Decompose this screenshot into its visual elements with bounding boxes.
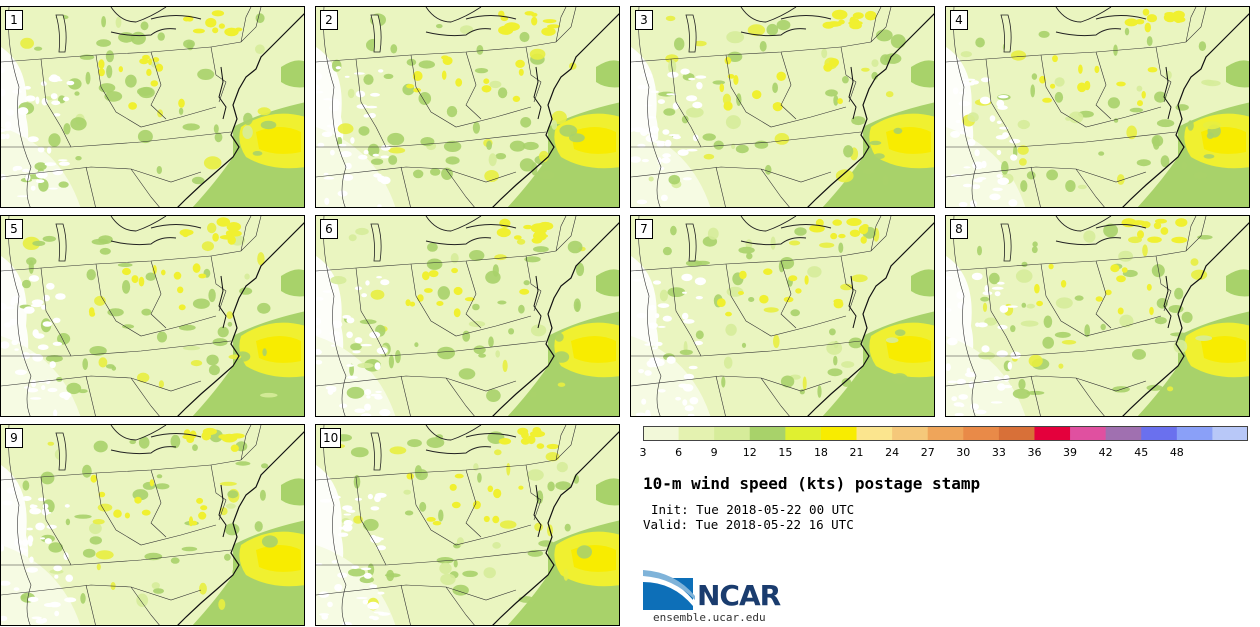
colorbar-bin: [785, 426, 822, 441]
colorbar-tick-label: 33: [991, 446, 1006, 459]
colorbar-bin: [1141, 426, 1178, 441]
wind-speed-colorbar: [643, 426, 1248, 441]
wind-field-map: [631, 7, 934, 207]
product-title: 10-m wind speed (kts) postage stamp: [643, 474, 981, 493]
member-number: 7: [635, 219, 653, 239]
wind-field-map: [946, 7, 1249, 207]
member-number: 9: [5, 428, 23, 448]
member-map-panel: 3: [630, 6, 935, 208]
member-map-panel: 4: [945, 6, 1250, 208]
colorbar-tick-label: 39: [1063, 446, 1078, 459]
colorbar-tick-label: 21: [849, 446, 864, 459]
colorbar-bin: [714, 426, 751, 441]
colorbar-bin: [998, 426, 1035, 441]
colorbar-bin: [820, 426, 858, 441]
colorbar-tick-label: 48: [1169, 446, 1184, 459]
member-map-panel: 8: [945, 215, 1250, 417]
colorbar-tick-label: 6: [675, 446, 683, 459]
member-map-panel: 7: [630, 215, 935, 417]
ncar-logo-text: NCAR: [697, 579, 781, 612]
colorbar-tick-label: 27: [920, 446, 935, 459]
colorbar-bin: [963, 426, 1000, 441]
colorbar-bin: [1070, 426, 1107, 441]
wind-field-map: [1, 216, 304, 416]
init-time: Init: Tue 2018-05-22 00 UTC: [651, 502, 855, 517]
colorbar-tick-label: 42: [1098, 446, 1113, 459]
ensemble-url: ensemble.ucar.edu: [653, 611, 766, 624]
wind-field-map: [1, 425, 304, 625]
member-number: 5: [5, 219, 23, 239]
wind-field-map: [631, 216, 934, 416]
member-map-panel: 5: [0, 215, 305, 417]
colorbar-bin: [1176, 426, 1213, 441]
wind-field-map: [946, 216, 1249, 416]
colorbar-tick-label: 30: [956, 446, 971, 459]
member-number: 6: [320, 219, 338, 239]
colorbar-bin: [749, 426, 786, 441]
colorbar-tick-label: 36: [1027, 446, 1042, 459]
colorbar-bin: [1212, 426, 1248, 441]
colorbar-bin: [1034, 426, 1071, 441]
wind-field-map: [316, 216, 619, 416]
member-map-panel: 10: [315, 424, 620, 626]
colorbar-tick-label: 24: [885, 446, 900, 459]
member-number: 4: [950, 10, 968, 30]
colorbar-bin: [678, 426, 715, 441]
member-number: 2: [320, 10, 338, 30]
member-number: 8: [950, 219, 968, 239]
colorbar-tick-label: 3: [639, 446, 647, 459]
valid-time: Valid: Tue 2018-05-22 16 UTC: [643, 517, 854, 532]
colorbar-bin: [643, 426, 680, 441]
member-number: 1: [5, 10, 23, 30]
colorbar-tick-label: 15: [778, 446, 793, 459]
member-map-panel: 9: [0, 424, 305, 626]
wind-field-map: [1, 7, 304, 207]
colorbar-bin: [892, 426, 929, 441]
colorbar-tick-label: 18: [813, 446, 828, 459]
wind-field-map: [316, 7, 619, 207]
colorbar-bin: [927, 426, 964, 441]
ncar-logo-icon: [643, 570, 695, 610]
colorbar-bin: [1105, 426, 1142, 441]
colorbar-tick-label: 9: [710, 446, 718, 459]
member-number: 3: [635, 10, 653, 30]
member-map-panel: 1: [0, 6, 305, 208]
colorbar-bin: [856, 426, 893, 441]
member-number: 10: [320, 428, 342, 448]
wind-field-map: [316, 425, 619, 625]
member-map-panel: 6: [315, 215, 620, 417]
colorbar-tick-label: 45: [1134, 446, 1149, 459]
member-map-panel: 2: [315, 6, 620, 208]
colorbar-tick-label: 12: [742, 446, 757, 459]
